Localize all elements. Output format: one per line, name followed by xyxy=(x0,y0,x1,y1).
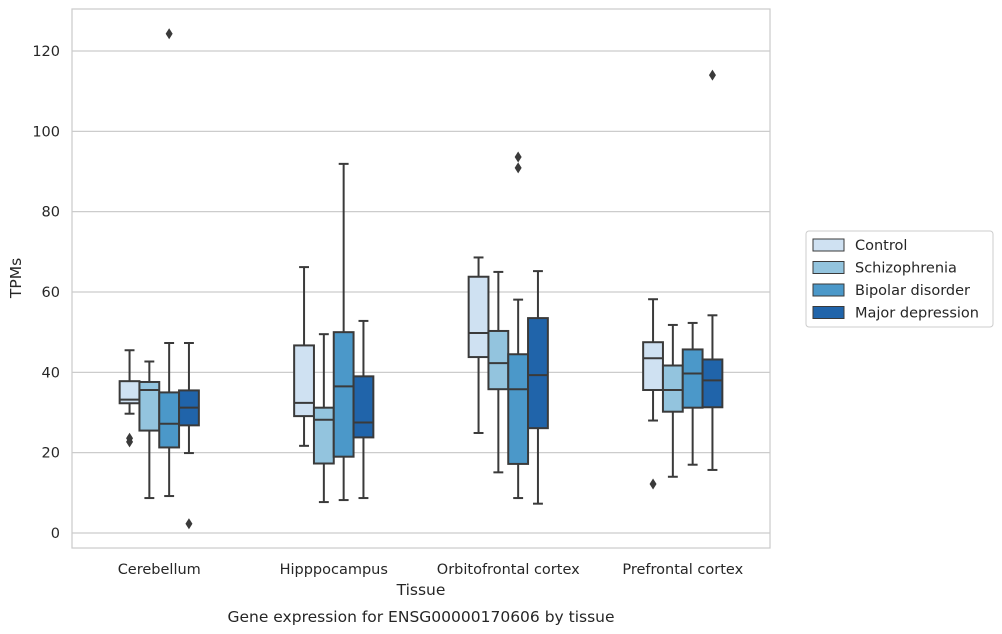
iqr-box xyxy=(312,406,335,465)
legend-label: Bipolar disorder xyxy=(855,283,970,299)
legend-label: Control xyxy=(855,238,907,254)
legend-item: Control xyxy=(812,238,907,254)
box-schizophrenia xyxy=(661,323,684,478)
iqr-box xyxy=(681,348,704,409)
box-schizophrenia xyxy=(487,270,510,474)
iqr-box xyxy=(507,353,530,465)
y-tick-label: 60 xyxy=(42,285,60,301)
x-tick-label: Prefrontal cortex xyxy=(622,562,743,578)
iqr-box xyxy=(527,317,549,430)
box-bipolar-disorder xyxy=(681,321,704,466)
outlier-point xyxy=(649,478,657,490)
chart-caption: Gene expression for ENSG00000170606 by t… xyxy=(227,608,614,626)
y-tick-label: 20 xyxy=(42,446,60,462)
y-tick-labels: 0 20 40 60 80 100 120 xyxy=(32,44,60,542)
y-tick-label: 0 xyxy=(51,526,60,542)
box-major-depression xyxy=(701,69,724,471)
legend-item: Bipolar disorder xyxy=(812,283,970,299)
gridlines xyxy=(72,50,770,534)
legend-items: Control Schizophrenia Bipolar disorder Majo… xyxy=(812,238,979,322)
outlier-point xyxy=(514,151,522,163)
iqr-box xyxy=(701,358,724,409)
y-tick-label: 80 xyxy=(42,205,60,221)
outlier-point xyxy=(514,162,522,174)
box-bipolar-disorder xyxy=(507,151,530,500)
outlier-point xyxy=(126,432,134,444)
x-tick-labels: Cerebellum Hipppocampus Orbitofrontal cort… xyxy=(118,562,744,578)
legend-swatch xyxy=(812,306,845,319)
iqr-box xyxy=(158,391,181,449)
legend-swatch xyxy=(812,283,845,297)
iqr-box xyxy=(642,341,664,392)
outlier-point xyxy=(708,69,716,81)
legend-label: Schizophrenia xyxy=(855,261,957,277)
outlier-point xyxy=(165,28,173,40)
box-control xyxy=(642,298,664,490)
iqr-box xyxy=(487,329,510,391)
box-major-depression xyxy=(527,270,549,505)
box-bipolar-disorder xyxy=(158,28,181,498)
x-tick-label: Cerebellum xyxy=(118,562,201,578)
legend-item: Major depression xyxy=(812,306,979,322)
x-tick-label: Hipppocampus xyxy=(280,562,388,578)
plot-frame xyxy=(71,8,771,549)
box-major-depression xyxy=(178,342,200,530)
y-tick-label: 120 xyxy=(32,44,60,60)
x-tick-label: Orbitofrontal cortex xyxy=(437,562,580,578)
legend-swatch xyxy=(812,238,845,252)
legend-swatch xyxy=(812,261,845,274)
outlier-point xyxy=(185,518,193,530)
y-tick-label: 100 xyxy=(32,124,60,140)
legend: Control Schizophrenia Bipolar disorder Majo… xyxy=(805,230,994,328)
box-control xyxy=(118,349,141,448)
iqr-box xyxy=(293,344,315,418)
y-axis-label: TPMs xyxy=(7,258,25,299)
iqr-box xyxy=(661,364,684,413)
legend-label: Major depression xyxy=(855,306,979,322)
y-tick-label: 40 xyxy=(42,365,60,381)
box-schizophrenia xyxy=(138,360,161,500)
iqr-box xyxy=(352,375,375,439)
boxes xyxy=(118,28,724,530)
iqr-box xyxy=(332,331,355,458)
box-control xyxy=(293,266,315,447)
box-schizophrenia xyxy=(312,333,335,504)
legend-frame xyxy=(805,230,994,328)
box-control xyxy=(467,256,490,434)
x-axis-label: Tissue xyxy=(396,581,446,599)
iqr-box xyxy=(467,275,490,359)
box-major-depression xyxy=(352,319,375,500)
legend-item: Schizophrenia xyxy=(812,261,957,277)
box-bipolar-disorder xyxy=(332,162,355,502)
